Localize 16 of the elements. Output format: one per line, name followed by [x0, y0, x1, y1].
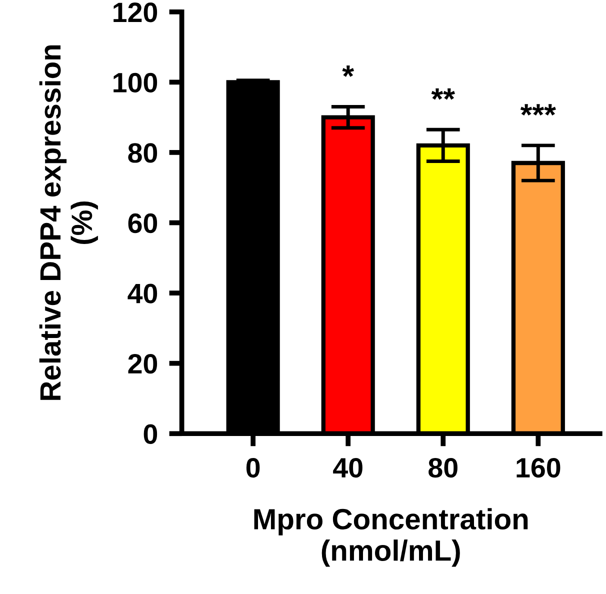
- y-tick-label: 40: [128, 284, 158, 304]
- y-tick-label: 120: [114, 2, 158, 22]
- x-tick-label: 160: [516, 458, 560, 478]
- x-tick-label: 0: [246, 458, 260, 478]
- y-tick-label: 80: [128, 143, 158, 163]
- annotation: **: [431, 88, 455, 100]
- annotation: ***: [520, 104, 556, 116]
- x-tick-label: 40: [333, 458, 362, 478]
- y-axis-title: Relative DPP4 expression (%): [39, 45, 98, 400]
- x-tick-label: 80: [428, 458, 458, 478]
- x-axis-title: Mpro Concentration (nmol/mL): [254, 508, 528, 567]
- annotation: *: [342, 66, 354, 77]
- y-tick-label: 100: [114, 72, 158, 93]
- y-tick-label: 20: [128, 354, 158, 374]
- y-tick-label: 0: [144, 424, 158, 444]
- y-tick-label: 60: [128, 213, 158, 234]
